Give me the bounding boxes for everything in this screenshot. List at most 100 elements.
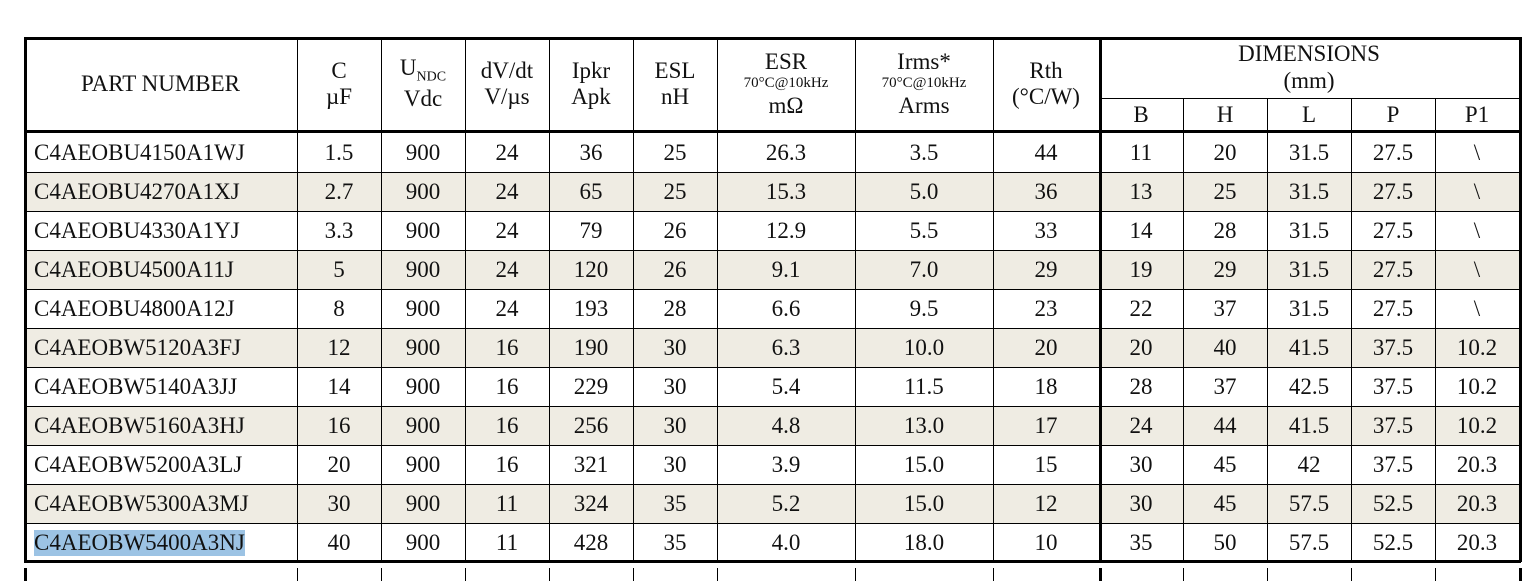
cell-text: 900 (405, 256, 441, 282)
value-cell: 7.0 (855, 250, 993, 289)
cell-text: 45 (1213, 451, 1237, 477)
rule (381, 568, 382, 581)
cell-text: \ (1473, 139, 1481, 165)
cell-text: 37 (1213, 373, 1237, 399)
cell-text: 30 (663, 451, 687, 477)
rule (1183, 568, 1184, 581)
cell-text: C4AEOBU4330A1YJ (34, 217, 240, 243)
value-cell: 20.3 (1435, 445, 1519, 484)
rule (1519, 568, 1522, 581)
cell-text: 5.4 (771, 373, 801, 399)
rule (24, 130, 1521, 133)
part-number: C4AEOBU4330A1YJ (24, 211, 297, 250)
value-cell: 52.5 (1351, 523, 1435, 562)
cell-text: 33 (1034, 217, 1058, 243)
cell-text: 35 (663, 490, 687, 516)
value-cell: 10 (993, 523, 1099, 562)
value-cell: 24 (465, 211, 549, 250)
header-cell: PART NUMBER (24, 37, 297, 131)
value-cell: 3.5 (855, 133, 993, 172)
cell-text: 11 (1129, 139, 1153, 165)
cell-text: 27.5 (1372, 217, 1414, 243)
value-cell: 25 (633, 172, 717, 211)
value-cell: 28 (1099, 367, 1183, 406)
rule (993, 37, 994, 562)
value-cell: 10.2 (1435, 328, 1519, 367)
value-cell: 27.5 (1351, 289, 1435, 328)
cell-text: 25 (663, 139, 687, 165)
value-cell: 30 (297, 484, 381, 523)
value-cell: 324 (549, 484, 633, 523)
row-shade (24, 172, 1519, 211)
cell-text: 10.2 (1456, 334, 1498, 360)
header-symbol: UNDC (400, 55, 446, 86)
value-cell: 20 (297, 445, 381, 484)
value-cell: 24 (465, 250, 549, 289)
cell-text: 40 (327, 529, 351, 555)
cell-text: 11 (495, 529, 519, 555)
value-cell: 16 (465, 328, 549, 367)
value-cell: \ (1435, 211, 1519, 250)
rule (24, 445, 1519, 446)
dimension-column: P (1386, 101, 1400, 127)
rule (1519, 37, 1522, 562)
rule (297, 568, 298, 581)
cell-text: 12.9 (765, 217, 807, 243)
header-text: DIMENSIONS (1238, 41, 1380, 67)
cell-text: 37 (1213, 295, 1237, 321)
header-text: Ipkr (571, 57, 611, 83)
cell-text: 900 (405, 451, 441, 477)
part-number: C4AEOBW5160A3HJ (24, 406, 297, 445)
cell-text: 31.5 (1288, 256, 1330, 282)
cell-text: 30 (327, 490, 351, 516)
cell-text: 41.5 (1288, 334, 1330, 360)
value-cell: 15 (993, 445, 1099, 484)
row-shade (24, 406, 1519, 445)
value-cell: 24 (465, 172, 549, 211)
value-cell: 428 (549, 523, 633, 562)
value-cell: 15.0 (855, 445, 993, 484)
cell-text: 42 (1297, 451, 1321, 477)
rule (24, 250, 1519, 251)
cell-text: 190 (573, 334, 609, 360)
value-cell: 17 (993, 406, 1099, 445)
cell-text: 28 (1213, 217, 1237, 243)
value-cell: 25 (1183, 172, 1267, 211)
value-cell: 30 (1099, 484, 1183, 523)
rule (24, 484, 1519, 485)
rule (24, 560, 1521, 563)
value-cell: 11 (465, 523, 549, 562)
rule (549, 37, 550, 562)
cell-text: 36 (1034, 178, 1058, 204)
cell-text: 10.2 (1456, 412, 1498, 438)
cell-text: 25 (1213, 178, 1237, 204)
value-cell: 22 (1099, 289, 1183, 328)
rule (24, 406, 1519, 407)
value-cell: 19 (1099, 250, 1183, 289)
cell-text: 12 (327, 334, 351, 360)
cell-text: 24 (495, 256, 519, 282)
value-cell: 18 (993, 367, 1099, 406)
cell-text: 6.3 (771, 334, 801, 360)
row-shade (24, 328, 1519, 367)
header-text: (mm) (1283, 67, 1335, 93)
value-cell: 29 (993, 250, 1099, 289)
cell-text: 30 (1129, 451, 1153, 477)
value-cell: 256 (549, 406, 633, 445)
value-cell: 13.0 (855, 406, 993, 445)
value-cell: 27.5 (1351, 133, 1435, 172)
value-cell: 23 (993, 289, 1099, 328)
header-text: Rth (1029, 57, 1063, 83)
cell-text: 27.5 (1372, 178, 1414, 204)
cell-text: 30 (663, 373, 687, 399)
cell-text: 40 (1213, 334, 1237, 360)
rule (381, 37, 382, 562)
cell-text: C4AEOBW5200A3LJ (34, 451, 243, 477)
rule (1099, 37, 1102, 562)
cell-text: \ (1473, 178, 1481, 204)
cell-text: 900 (405, 139, 441, 165)
value-cell: 31.5 (1267, 172, 1351, 211)
value-cell: 18.0 (855, 523, 993, 562)
value-cell: 44 (993, 133, 1099, 172)
value-cell: 28 (633, 289, 717, 328)
